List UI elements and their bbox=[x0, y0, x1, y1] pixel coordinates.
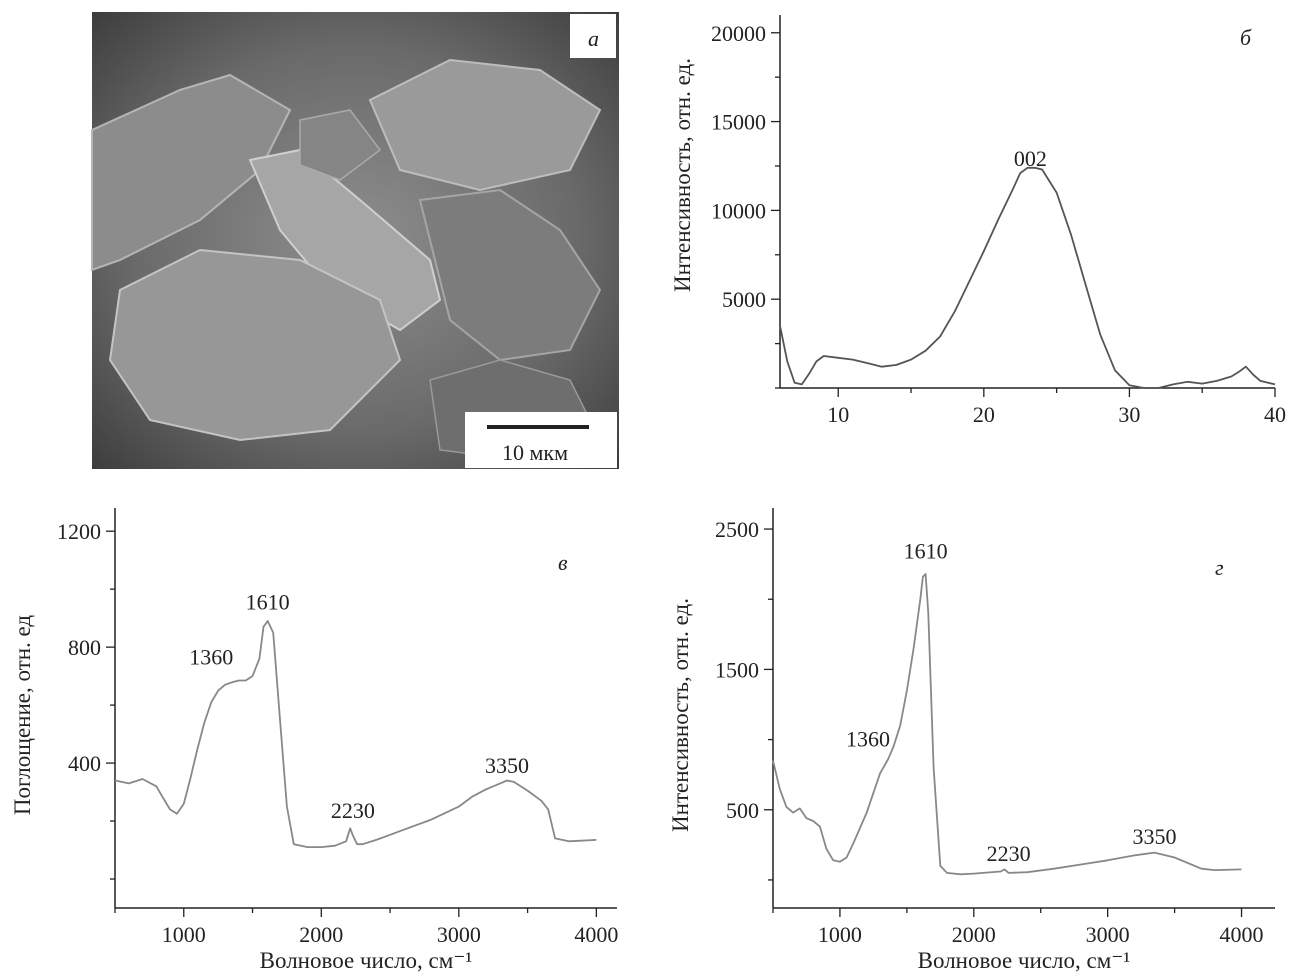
x-axis-title: Волновое число, см⁻¹ bbox=[260, 948, 473, 973]
x-tick-label: 40 bbox=[1264, 402, 1286, 427]
series-line bbox=[114, 620, 597, 848]
series-line bbox=[772, 573, 1242, 876]
y-tick-label: 500 bbox=[726, 798, 759, 823]
peak-label: 3350 bbox=[485, 753, 529, 778]
y-tick-label: 1500 bbox=[715, 657, 759, 682]
y-tick-label: 800 bbox=[68, 635, 101, 660]
sem-panel: а 10 мкм bbox=[91, 12, 619, 469]
x-tick-label: 3000 bbox=[1086, 922, 1130, 947]
xrd-chart: 10 20 30 40 5000 10000 15000 20000 Интенсивность… bbox=[670, 15, 1286, 427]
scale-bar-box bbox=[465, 412, 617, 468]
y-tick-label: 15000 bbox=[711, 110, 766, 135]
x-tick-label: 4000 bbox=[1220, 922, 1264, 947]
sem-particle bbox=[368, 58, 602, 192]
peak-label: 1360 bbox=[189, 645, 233, 670]
sem-letter-box bbox=[570, 14, 616, 58]
peak-label: 2230 bbox=[987, 841, 1031, 866]
y-tick-label: 2500 bbox=[715, 517, 759, 542]
x-tick-label: 2000 bbox=[299, 922, 343, 947]
series-line bbox=[779, 166, 1276, 389]
y-tick-label: 10000 bbox=[711, 198, 766, 223]
y-tick-label: 400 bbox=[68, 751, 101, 776]
peak-label: 1360 bbox=[846, 727, 890, 752]
peak-label: 1610 bbox=[904, 539, 948, 564]
panel-letter: б bbox=[1240, 25, 1252, 50]
x-tick-label: 1000 bbox=[818, 922, 862, 947]
y-tick-label: 20000 bbox=[711, 21, 766, 46]
peak-label: 2230 bbox=[331, 798, 375, 823]
panel-letter: г bbox=[1215, 555, 1224, 580]
scale-bar-label: 10 мкм bbox=[502, 440, 568, 465]
x-tick-label: 1000 bbox=[162, 922, 206, 947]
panel-letter-a: а bbox=[588, 26, 599, 51]
peak-label: 002 bbox=[1014, 146, 1047, 171]
panel-letter: в bbox=[558, 550, 568, 575]
peak-label: 1610 bbox=[246, 589, 290, 614]
sem-particle bbox=[108, 248, 402, 442]
x-tick-label: 3000 bbox=[437, 922, 481, 947]
y-axis-title: Поглощение, отн. ед bbox=[10, 615, 35, 816]
x-tick-label: 10 bbox=[827, 402, 849, 427]
x-tick-label: 4000 bbox=[574, 922, 618, 947]
y-tick-label: 5000 bbox=[722, 287, 766, 312]
raman-chart: 1000 2000 3000 4000 500 1500 2500 Интенсивность… bbox=[668, 508, 1275, 973]
x-tick-label: 20 bbox=[973, 402, 995, 427]
peak-label: 3350 bbox=[1133, 824, 1177, 849]
y-axis-title: Интенсивность, отн. ед. bbox=[670, 58, 695, 292]
sem-particle bbox=[418, 188, 602, 362]
sem-particle bbox=[299, 109, 382, 181]
y-tick-label: 1200 bbox=[57, 519, 101, 544]
ir-absorption-chart: 1000 2000 3000 4000 400 800 1200 Поглощение, от… bbox=[10, 508, 618, 973]
x-tick-label: 2000 bbox=[952, 922, 996, 947]
x-tick-label: 30 bbox=[1118, 402, 1140, 427]
y-axis-title: Интенсивность, отн. ед. bbox=[668, 598, 693, 832]
x-axis-title: Волновое число, см⁻¹ bbox=[918, 948, 1131, 973]
